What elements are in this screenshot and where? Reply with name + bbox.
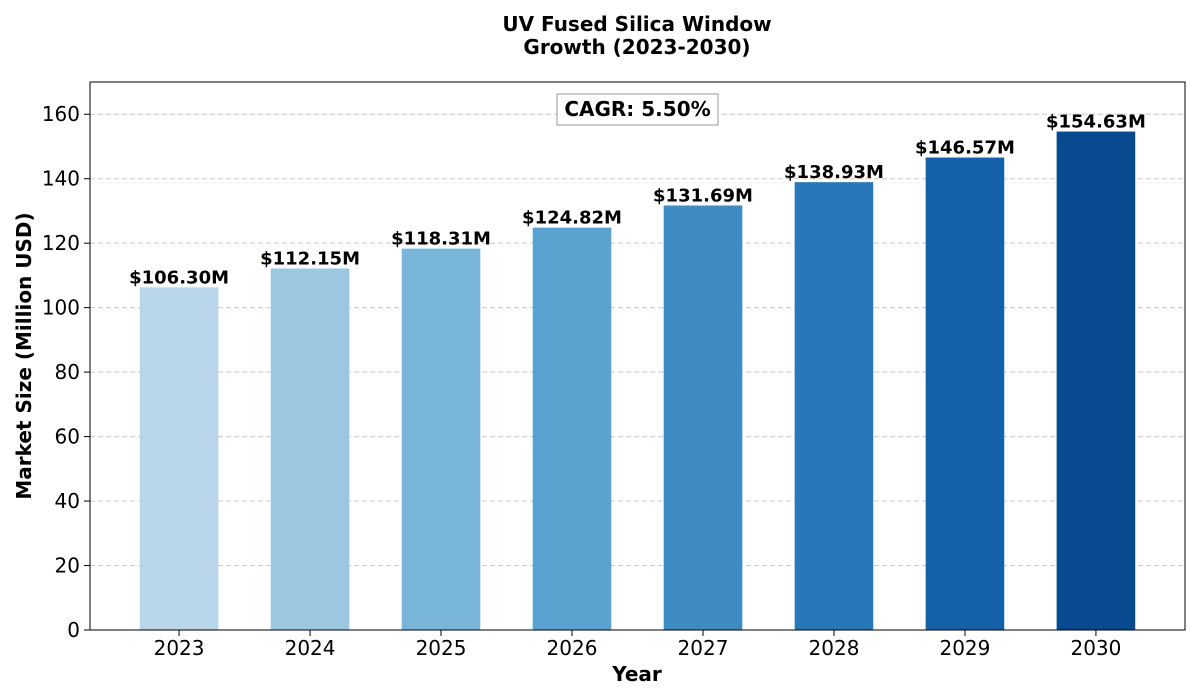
x-tick-label-2028: 2028 [809,636,860,660]
cagr-box [556,93,719,126]
x-tick-label-2023: 2023 [154,636,205,660]
x-axis-ticks: 2023 2024 2025 2026 2027 2028 2029 2030 [154,630,1121,660]
bar-2026 [532,227,612,631]
grid-lines [90,113,1185,567]
y-tick-label: 160 [42,102,80,126]
cagr-annotation: CAGR: 5.50% [556,93,719,126]
data-labels: $106.30M $112.15M $118.31M $124.82M $131.69M… [129,112,1146,289]
bar-2023 [139,287,219,630]
bar-2024 [270,268,350,630]
data-label-2024: $112.15M [260,248,360,269]
data-label-2026: $124.82M [522,208,622,229]
bars [139,131,1136,631]
bar-2028 [794,182,874,630]
data-label-2023: $106.30M [129,267,229,288]
y-tick-label: 80 [55,360,80,384]
bar-2029 [925,157,1005,631]
x-tick-label-2027: 2027 [678,636,729,660]
x-axis-label: Year [611,662,662,686]
y-axis-label: Market Size (Million USD) [12,212,36,499]
y-tick-label: 140 [42,167,80,191]
data-label-2027: $131.69M [653,185,753,206]
x-tick-label-2026: 2026 [547,636,598,660]
data-label-2028: $138.93M [784,162,884,183]
chart-title-line-2: Growth (2023-2030) [523,35,750,59]
x-tick-label-2029: 2029 [939,636,990,660]
x-tick-label-2025: 2025 [416,636,467,660]
y-tick-label: 100 [42,296,80,320]
y-tick-label: 120 [42,231,80,255]
y-tick-label: 60 [55,425,80,449]
bar-2025 [401,248,481,630]
y-tick-label: 40 [55,489,80,513]
plot-frame [89,81,1186,631]
bar-2030 [1056,131,1136,630]
data-label-2025: $118.31M [391,229,491,250]
y-tick-label: 20 [55,554,80,578]
x-tick-label-2024: 2024 [285,636,336,660]
bar-2027 [663,205,743,630]
y-axis-ticks: 0 20 40 60 80 100 120 140 160 [42,102,90,642]
data-label-2029: $146.57M [915,138,1015,159]
chart-title-line-1: UV Fused Silica Window [502,12,771,36]
cagr-text: CAGR: 5.50% [564,97,710,121]
y-tick-label: 0 [67,618,80,642]
x-tick-label-2030: 2030 [1070,636,1121,660]
data-label-2030: $154.63M [1046,112,1146,133]
